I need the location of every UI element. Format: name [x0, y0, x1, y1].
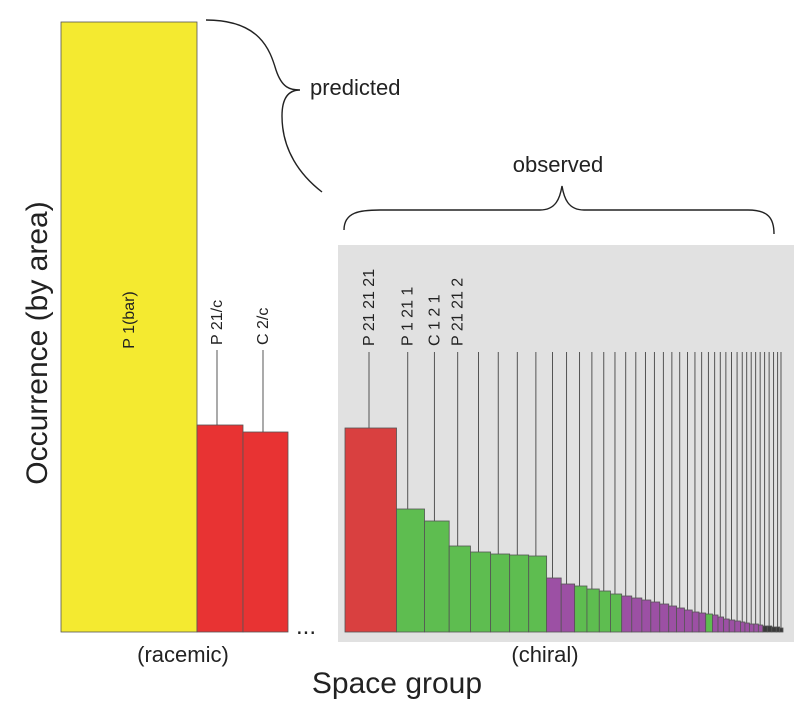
- chiral-bar-29: [734, 620, 741, 633]
- x-axis-label: Space group: [312, 667, 482, 700]
- chiral-bar-9: [560, 583, 576, 633]
- chiral-bar-34: [757, 624, 764, 633]
- racemic-bar-label-2: C 2/c: [255, 308, 272, 345]
- racemic-bar-label-1: P 21/c: [209, 300, 226, 345]
- chiral-bar-15: [631, 597, 643, 633]
- chiral-bar-label-0: P 21 21 21: [361, 269, 378, 346]
- chiral-bars: [344, 427, 784, 633]
- bar-labels: P 1(bar) P 21/c C 2/c P 21 21 21 P 1 21 1 C 1…: [121, 269, 467, 349]
- racemic-group-label: (racemic): [137, 642, 229, 667]
- chiral-bar-11: [586, 588, 600, 633]
- racemic-bar-1: [196, 424, 244, 633]
- chiral-bar-7: [528, 555, 548, 633]
- racemic-bar-0: [60, 21, 198, 633]
- chiral-bar-label-3: P 21 21 2: [450, 278, 467, 346]
- chiral-bar-23: [698, 612, 707, 633]
- chiral-bar-13: [610, 593, 623, 633]
- chiral-bar-3: [448, 545, 471, 633]
- chiral-bar-36: [766, 625, 773, 633]
- chiral-bar-21: [684, 609, 693, 633]
- chiral-bar-25: [712, 614, 719, 633]
- chiral-group-label: (chiral): [511, 642, 578, 667]
- chiral-bar-4: [470, 551, 492, 633]
- chiral-bar-26: [717, 616, 725, 633]
- chiral-bar-0: [344, 427, 397, 633]
- chiral-bar-24: [705, 613, 713, 633]
- chiral-bar-label-2: C 1 2 1: [426, 294, 443, 346]
- racemic-leader-lines: [216, 350, 264, 432]
- chiral-bar-31: [744, 622, 750, 633]
- ellipsis-label: ...: [296, 613, 316, 640]
- chiral-bar-5: [490, 553, 511, 633]
- observed-label: observed: [513, 152, 604, 177]
- chiral-bar-14: [621, 595, 633, 633]
- predicted-brace: [205, 19, 323, 193]
- chiral-bar-18: [659, 603, 670, 633]
- chiral-bar-38: [775, 626, 781, 633]
- chiral-bar-22: [691, 611, 700, 633]
- chiral-bar-16: [641, 599, 652, 633]
- chiral-bar-35: [762, 625, 768, 633]
- chiral-bar-20: [676, 607, 685, 633]
- chiral-bar-39: [779, 627, 784, 633]
- chiral-leader-lines: [368, 352, 782, 628]
- chiral-bar-27: [723, 618, 730, 633]
- chiral-bar-8: [546, 577, 562, 633]
- chiral-bar-37: [771, 626, 777, 633]
- chiral-bar-12: [598, 590, 611, 633]
- chiral-bar-17: [650, 601, 661, 633]
- chiral-bar-6: [509, 554, 530, 633]
- chiral-bar-1: [396, 508, 425, 633]
- chiral-bar-30: [740, 621, 746, 633]
- observed-brace: [343, 185, 775, 235]
- chiral-bar-label-1: P 1 21 1: [400, 287, 417, 346]
- chiral-bar-28: [728, 619, 736, 633]
- chiral-bar-2: [424, 520, 450, 633]
- predicted-label: predicted: [310, 75, 401, 100]
- racemic-bars: [60, 21, 289, 633]
- racemic-bar-2: [242, 431, 289, 633]
- chiral-bar-32: [748, 623, 755, 633]
- chiral-bar-10: [574, 585, 588, 633]
- chiral-bar-19: [668, 605, 677, 633]
- y-axis-label: Occurrence (by area): [21, 201, 54, 484]
- racemic-bar-label-0: P 1(bar): [121, 291, 138, 349]
- chiral-bar-33: [753, 623, 759, 633]
